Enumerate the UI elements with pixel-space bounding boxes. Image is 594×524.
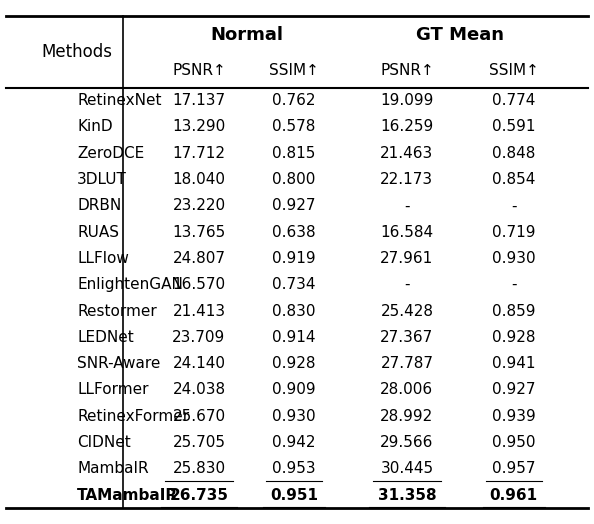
Text: Restormer: Restormer (77, 303, 157, 319)
Text: 0.928: 0.928 (272, 356, 316, 371)
Text: 0.762: 0.762 (272, 93, 316, 108)
Text: SSIM↑: SSIM↑ (489, 63, 539, 78)
Text: 16.584: 16.584 (380, 225, 434, 239)
Text: EnlightenGAN: EnlightenGAN (77, 277, 183, 292)
Text: 0.638: 0.638 (272, 225, 316, 239)
Text: 28.992: 28.992 (380, 409, 434, 424)
Text: LLFlow: LLFlow (77, 251, 129, 266)
Text: 3DLUT: 3DLUT (77, 172, 127, 187)
Text: 23.220: 23.220 (172, 199, 226, 213)
Text: -: - (404, 277, 410, 292)
Text: 25.428: 25.428 (380, 303, 434, 319)
Text: -: - (404, 199, 410, 213)
Text: 0.914: 0.914 (272, 330, 316, 345)
Text: 0.961: 0.961 (489, 488, 538, 503)
Text: SNR-Aware: SNR-Aware (77, 356, 160, 371)
Text: 13.765: 13.765 (172, 225, 226, 239)
Text: 24.140: 24.140 (172, 356, 226, 371)
Text: 25.705: 25.705 (172, 435, 226, 450)
Text: RetinexNet: RetinexNet (77, 93, 162, 108)
Text: 0.953: 0.953 (272, 461, 316, 476)
Text: 22.173: 22.173 (380, 172, 434, 187)
Text: PSNR↑: PSNR↑ (172, 63, 226, 78)
Text: 27.367: 27.367 (380, 330, 434, 345)
Text: ZeroDCE: ZeroDCE (77, 146, 144, 161)
Text: PSNR↑: PSNR↑ (380, 63, 434, 78)
Text: 0.830: 0.830 (272, 303, 316, 319)
Text: 0.800: 0.800 (272, 172, 316, 187)
Text: 0.854: 0.854 (492, 172, 536, 187)
Text: 0.930: 0.930 (492, 251, 536, 266)
Text: RetinexFormer: RetinexFormer (77, 409, 189, 424)
Text: 0.774: 0.774 (492, 93, 536, 108)
Text: 0.941: 0.941 (492, 356, 536, 371)
Text: 17.137: 17.137 (172, 93, 226, 108)
Text: 31.358: 31.358 (378, 488, 436, 503)
Text: 25.670: 25.670 (172, 409, 226, 424)
Text: 0.950: 0.950 (492, 435, 536, 450)
Text: SSIM↑: SSIM↑ (269, 63, 319, 78)
Text: 0.719: 0.719 (492, 225, 536, 239)
Text: MambaIR: MambaIR (77, 461, 149, 476)
Text: LLFormer: LLFormer (77, 383, 148, 397)
Text: DRBN: DRBN (77, 199, 121, 213)
Text: 21.413: 21.413 (172, 303, 226, 319)
Text: -: - (511, 277, 517, 292)
Text: 27.787: 27.787 (380, 356, 434, 371)
Text: 0.942: 0.942 (272, 435, 316, 450)
Text: 0.909: 0.909 (272, 383, 316, 397)
Text: 24.038: 24.038 (172, 383, 226, 397)
Text: Normal: Normal (210, 26, 283, 43)
Text: 16.259: 16.259 (380, 119, 434, 135)
Text: 0.951: 0.951 (270, 488, 318, 503)
Text: 19.099: 19.099 (380, 93, 434, 108)
Text: 13.290: 13.290 (172, 119, 226, 135)
Text: 0.848: 0.848 (492, 146, 536, 161)
Text: LEDNet: LEDNet (77, 330, 134, 345)
Text: 0.928: 0.928 (492, 330, 536, 345)
Text: 0.927: 0.927 (492, 383, 536, 397)
Text: 0.591: 0.591 (492, 119, 536, 135)
Text: TAMambaIR: TAMambaIR (77, 488, 178, 503)
Text: Methods: Methods (42, 42, 113, 61)
Text: 0.957: 0.957 (492, 461, 536, 476)
Text: KinD: KinD (77, 119, 113, 135)
Text: 0.578: 0.578 (272, 119, 316, 135)
Text: 23.709: 23.709 (172, 330, 226, 345)
Text: 0.927: 0.927 (272, 199, 316, 213)
Text: 18.040: 18.040 (172, 172, 226, 187)
Text: RUAS: RUAS (77, 225, 119, 239)
Text: 0.930: 0.930 (272, 409, 316, 424)
Text: 25.830: 25.830 (172, 461, 226, 476)
Text: 17.712: 17.712 (172, 146, 226, 161)
Text: 0.859: 0.859 (492, 303, 536, 319)
Text: 0.734: 0.734 (272, 277, 316, 292)
Text: 0.919: 0.919 (272, 251, 316, 266)
Text: 29.566: 29.566 (380, 435, 434, 450)
Text: 0.815: 0.815 (272, 146, 316, 161)
Text: GT Mean: GT Mean (416, 26, 504, 43)
Text: 16.570: 16.570 (172, 277, 226, 292)
Text: 21.463: 21.463 (380, 146, 434, 161)
Text: 28.006: 28.006 (380, 383, 434, 397)
Text: 0.939: 0.939 (492, 409, 536, 424)
Text: CIDNet: CIDNet (77, 435, 131, 450)
Text: -: - (511, 199, 517, 213)
Text: 27.961: 27.961 (380, 251, 434, 266)
Text: 24.807: 24.807 (172, 251, 226, 266)
Text: 30.445: 30.445 (380, 461, 434, 476)
Text: 26.735: 26.735 (169, 488, 229, 503)
